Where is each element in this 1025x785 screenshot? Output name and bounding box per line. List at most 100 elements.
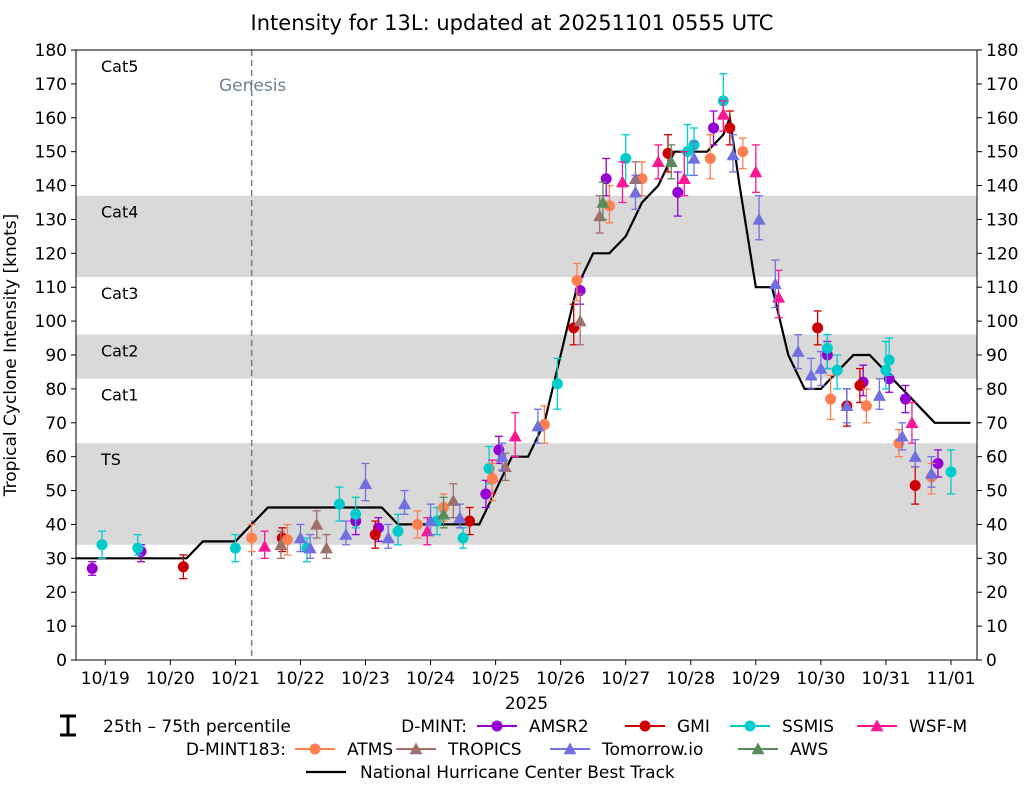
series-tomorrow-io — [293, 134, 938, 559]
x-tick-label: 10/22 — [276, 669, 325, 689]
x-axis-label: 2025 — [505, 694, 548, 714]
point-gmi — [369, 529, 381, 541]
point-atms — [704, 152, 716, 164]
point-amsr2 — [86, 563, 98, 574]
point-tomorrow-io — [895, 429, 909, 442]
point-tomorrow-io — [768, 277, 782, 290]
x-tick-label: 10/31 — [861, 669, 910, 689]
x-tick-label: 10/30 — [796, 669, 845, 689]
point-wsf-m — [508, 429, 522, 442]
y-tick-label: 130 — [35, 210, 67, 230]
category-label-cat2: Cat2 — [101, 342, 138, 361]
point-ssmis — [945, 466, 957, 478]
point-wsf-m — [716, 107, 730, 120]
point-atms — [281, 534, 293, 546]
point-wsf-m — [749, 165, 763, 178]
band-cat4 — [76, 195, 977, 278]
legend-marker-gmi — [639, 720, 651, 732]
legend-label-atms: ATMS — [347, 740, 393, 760]
point-ssmis — [96, 539, 108, 551]
point-amsr2 — [932, 457, 944, 469]
legend-label-aws: AWS — [790, 740, 828, 760]
legend-label-best-track: National Hurricane Center Best Track — [360, 763, 675, 783]
y-tick-label: 10 — [45, 617, 67, 637]
y-tick-label-right: 160 — [986, 109, 1018, 129]
x-tick-label: 10/28 — [666, 669, 715, 689]
point-tropics — [310, 517, 324, 530]
y-tick-label: 20 — [45, 583, 67, 603]
y-tick-label: 90 — [45, 346, 67, 366]
point-atms — [246, 532, 258, 544]
band-ts — [76, 443, 977, 545]
point-ssmis — [132, 542, 144, 554]
legend-label-tomorrow-io: Tomorrow.io — [601, 740, 703, 760]
point-wsf-m — [615, 175, 629, 188]
category-label-ts: TS — [100, 450, 121, 469]
point-amsr2 — [480, 488, 492, 500]
y-tick-label: 120 — [35, 244, 67, 264]
category-labels: Cat5 Cat4 Cat3 Cat2 Cat1 TS — [100, 57, 138, 469]
x-tick-label: 10/27 — [601, 669, 650, 689]
point-atms — [486, 473, 498, 485]
x-axis: 10/19 10/20 10/21 10/22 10/23 10/24 10/25 10/26… — [81, 660, 975, 689]
y-tick-label: 0 — [56, 651, 67, 671]
y-tick-label-right: 50 — [986, 482, 1008, 502]
legend-label-tropics: TROPICS — [447, 740, 522, 760]
y-tick-label-right: 150 — [986, 143, 1018, 163]
y-tick-label-right: 110 — [986, 278, 1018, 298]
y-axis-label: Tropical Cyclone Intensity [knots] — [1, 214, 21, 498]
point-tropics — [573, 314, 587, 327]
point-atms — [737, 146, 749, 158]
point-tomorrow-io — [339, 528, 353, 540]
legend: 25th – 75th percentile D-MINT: D-MINT183: A… — [60, 714, 967, 783]
point-aws — [596, 196, 610, 208]
legend-marker-ssmis — [744, 720, 756, 732]
point-tomorrow-io — [358, 477, 372, 489]
series-atms — [246, 134, 937, 556]
y-tick-label: 140 — [35, 177, 67, 197]
point-tomorrow-io — [687, 151, 701, 164]
y-tick-label: 60 — [45, 448, 67, 468]
genesis-marker: Genesis — [219, 50, 286, 660]
legend-label-gmi: GMI — [677, 717, 710, 737]
category-label-cat4: Cat4 — [101, 203, 138, 222]
y-tick-label-right: 140 — [986, 177, 1018, 197]
point-gmi — [812, 322, 824, 334]
point-tomorrow-io — [303, 541, 317, 554]
data-marks — [86, 73, 957, 580]
category-label-cat1: Cat1 — [101, 386, 138, 405]
x-tick-label: 10/21 — [211, 669, 260, 689]
x-tick-label: 10/29 — [731, 669, 780, 689]
x-tick-label: 11/01 — [926, 669, 975, 689]
y-tick-label: 160 — [35, 109, 67, 129]
y-tick-label: 110 — [35, 278, 67, 298]
y-tick-label-right: 130 — [986, 210, 1018, 230]
y-tick-label-right: 170 — [986, 75, 1018, 95]
genesis-label: Genesis — [219, 76, 286, 96]
x-tick-label: 10/26 — [536, 669, 585, 689]
point-tomorrow-io — [726, 148, 740, 161]
point-tropics — [446, 494, 460, 506]
y-tick-label: 50 — [45, 482, 67, 502]
point-tomorrow-io — [791, 345, 805, 357]
y-tick-label-right: 120 — [986, 244, 1018, 264]
category-label-cat3: Cat3 — [101, 284, 138, 303]
y-tick-label: 150 — [35, 143, 67, 163]
y-tick-label: 80 — [45, 380, 67, 400]
point-tomorrow-io — [453, 511, 467, 523]
legend-dmint-label: D-MINT: — [401, 717, 467, 737]
point-ssmis — [333, 498, 345, 510]
point-atms — [571, 274, 583, 286]
y-tick-label: 40 — [45, 515, 67, 535]
point-tomorrow-io — [840, 399, 854, 412]
y-tick-label: 180 — [35, 41, 67, 61]
y-tick-label: 170 — [35, 75, 67, 95]
y-tick-label-right: 0 — [986, 651, 997, 671]
point-tomorrow-io — [814, 362, 828, 374]
point-ssmis — [457, 532, 469, 544]
y-axis-left: 0 10 20 30 40 50 60 70 80 90 100 110 120 130 140 150 160… — [35, 41, 76, 671]
legend-dmint183-label: D-MINT183: — [186, 740, 286, 760]
legend-marker-tropics — [409, 742, 423, 755]
point-ssmis — [551, 378, 563, 390]
